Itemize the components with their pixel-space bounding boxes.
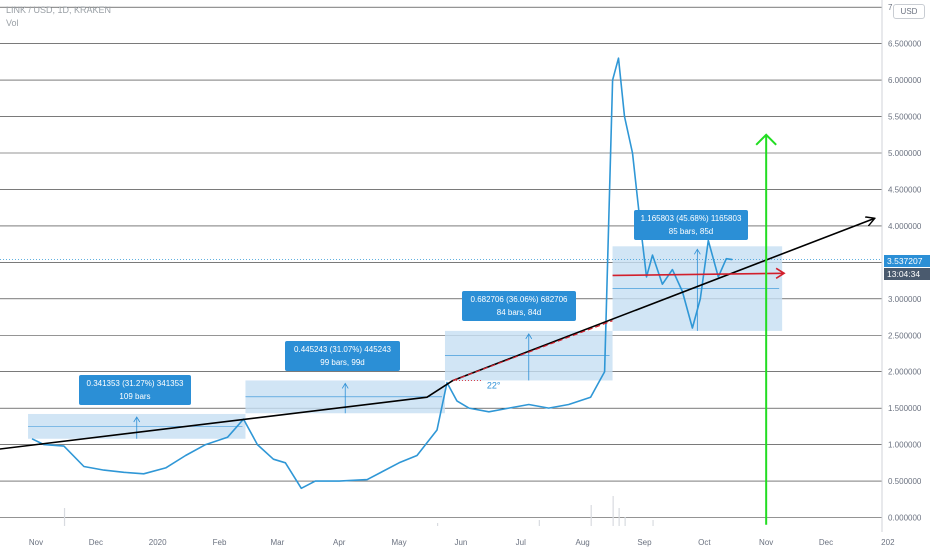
currency-button[interactable]: USD [893, 4, 925, 19]
price-series [0, 57, 882, 490]
x-tick-label: Feb [213, 538, 227, 547]
x-tick-label: Dec [89, 538, 103, 547]
measure-label: 0.445243 (31.07%) 445243 99 bars, 99d [285, 341, 400, 371]
measure-arrow-head [525, 333, 533, 340]
volume-bar [618, 508, 620, 526]
y-tick-label: 5.000000 [888, 149, 922, 158]
x-tick-label: Jul [516, 538, 526, 547]
y-tick-label: 1.500000 [888, 404, 922, 413]
y-tick-label: 1.000000 [888, 441, 922, 450]
x-tick-label: 202 [881, 538, 895, 547]
x-tick-label: Mar [271, 538, 285, 547]
volume-bar [538, 520, 540, 526]
measure-label-value: 0.682706 (36.06%) 682706 [470, 295, 568, 304]
x-tick-label: Nov [29, 538, 43, 547]
y-tick-label: 3.000000 [888, 295, 922, 304]
x-tick-label: Nov [759, 538, 773, 547]
x-tick-label: Sep [637, 538, 652, 547]
volume-bar [436, 523, 439, 526]
volume-bars [63, 496, 654, 526]
red-arrow-head [775, 267, 786, 279]
measure-label-bars: 84 bars, 84d [496, 308, 542, 317]
green-arrow-head [755, 133, 777, 146]
measure-label: 1.165803 (45.68%) 1165803 85 bars, 85d [634, 210, 748, 240]
y-tick-label: 4.000000 [888, 222, 922, 231]
drawings: 22° [0, 133, 874, 525]
volume-bar [590, 505, 592, 526]
x-tick-label: Oct [698, 538, 711, 547]
y-tick-label: 6.000000 [888, 76, 922, 85]
gridlines [0, 0, 883, 532]
trend-line [0, 379, 454, 450]
angle-segment [452, 320, 613, 382]
x-tick-label: Dec [819, 538, 833, 547]
measure-label: 0.682706 (36.06%) 682706 84 bars, 84d [462, 291, 576, 321]
measure-label-bars: 85 bars, 85d [668, 227, 714, 236]
measure-label-value: 0.341353 (31.27%) 341353 [86, 379, 184, 388]
last-price-badge: 3.537207 [884, 255, 930, 267]
countdown-badge: 13:04:34 [884, 268, 930, 280]
y-tick-label: 2.500000 [888, 331, 922, 340]
x-tick-label: May [392, 538, 407, 547]
symbol-title: LINK / USD, 1D, KRAKEN [6, 5, 112, 15]
measure-label-value: 0.445243 (31.07%) 445243 [294, 345, 391, 354]
measure-arrow-head [694, 248, 701, 255]
volume-bar [624, 517, 626, 526]
x-tick-label: 2020 [149, 538, 167, 547]
y-tick-label: 0.500000 [888, 477, 922, 486]
y-tick-label: 0.000000 [888, 514, 922, 523]
measure-label: 0.341353 (31.27%) 341353 109 bars [79, 375, 191, 405]
volume-bar [63, 508, 66, 526]
y-tick-label: 4.500000 [888, 185, 922, 194]
measure-label-bars: 99 bars, 99d [320, 358, 365, 367]
price-line [31, 57, 733, 490]
red-arrow [612, 272, 785, 277]
volume-bar [652, 520, 654, 526]
y-tick-label: 5.500000 [888, 113, 922, 122]
measure-arrow-head [133, 416, 141, 423]
y-tick-label: 6.500000 [888, 40, 922, 49]
measure-label-bars: 109 bars [119, 392, 151, 401]
x-axis-tick-labels: Nov Dec 2020 Feb Mar Apr May Jun Jul Aug Sep Oct Nov… [29, 538, 895, 547]
x-tick-label: Jun [454, 538, 467, 547]
trend-arrow [452, 219, 874, 382]
x-tick-label: Aug [576, 538, 590, 547]
measure-arrow-head [341, 382, 349, 389]
volume-label: Vol [6, 18, 19, 28]
measure-label-value: 1.165803 (45.68%) 1165803 [640, 214, 742, 223]
y-tick-label: 2.000000 [888, 368, 922, 377]
angle-label: 22° [487, 380, 501, 390]
x-tick-label: Apr [333, 538, 346, 547]
volume-bar [612, 496, 614, 526]
